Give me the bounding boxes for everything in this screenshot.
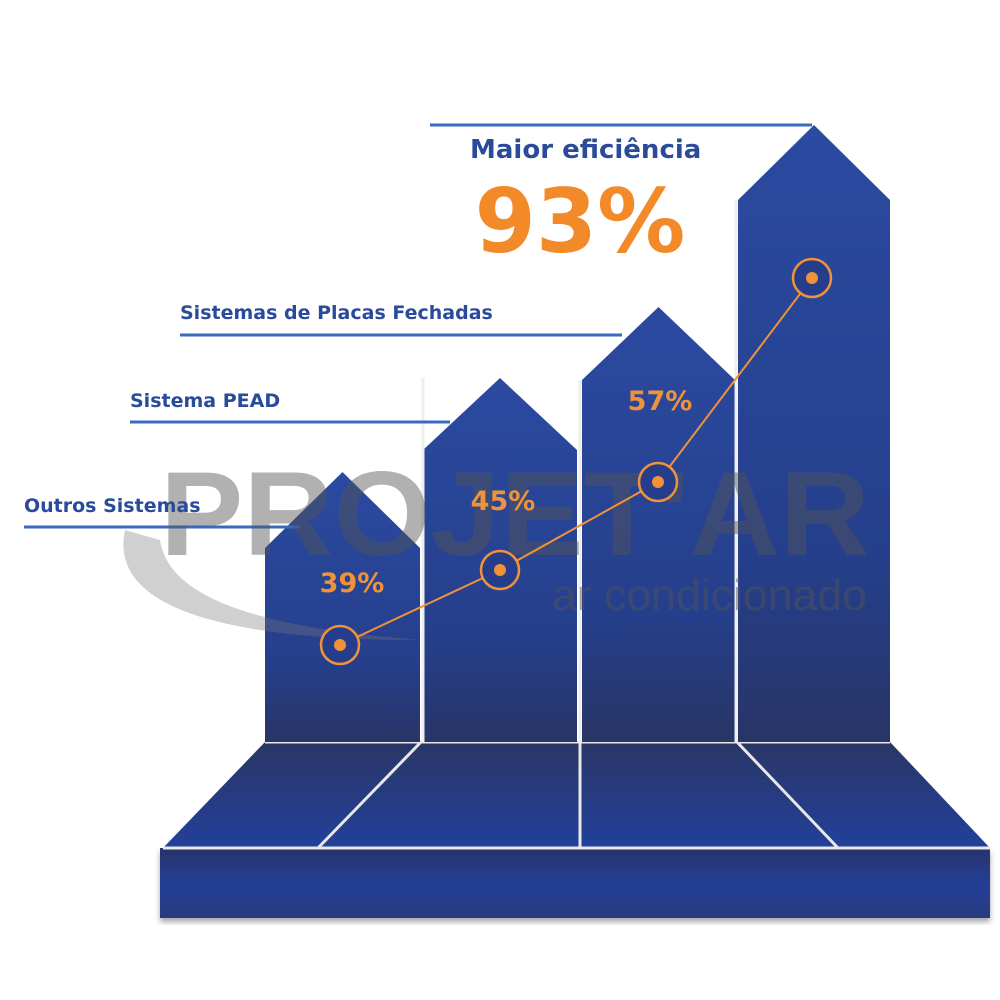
category-label: Sistemas de Placas Fechadas [180, 302, 493, 324]
base-block [160, 848, 990, 918]
value-label: 39% [320, 568, 385, 599]
value-label: 45% [471, 486, 536, 517]
category-label: Maior eficiência [470, 135, 701, 165]
category-label: Sistema PEAD [130, 390, 280, 412]
bar-3 [582, 307, 735, 742]
data-point [334, 639, 346, 651]
trend-line [339, 277, 813, 646]
floor [163, 742, 990, 848]
data-point [806, 272, 818, 284]
watermark-tagline: ar condicionado [552, 571, 867, 620]
value-label-highlight: 93% [475, 170, 686, 273]
value-label: 57% [628, 386, 693, 417]
category-label: Outros Sistemas [24, 495, 201, 517]
data-point [494, 564, 506, 576]
bar-4 [738, 125, 890, 742]
watermark-swoosh [123, 530, 420, 640]
bar-1 [265, 472, 420, 742]
data-point [652, 476, 664, 488]
